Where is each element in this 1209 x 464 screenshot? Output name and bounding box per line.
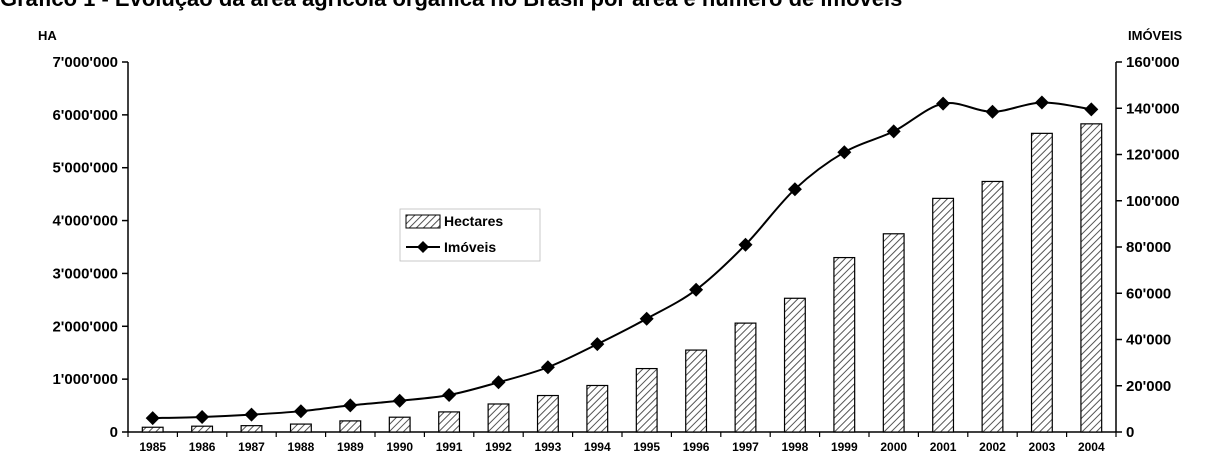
point-imoveis bbox=[244, 407, 259, 422]
bar-hectares bbox=[833, 256, 856, 433]
legend-swatch-hectares bbox=[405, 214, 441, 229]
bar-hectares bbox=[981, 180, 1004, 433]
x-tick-label: 2003 bbox=[1029, 440, 1056, 454]
bar-hectares bbox=[240, 425, 263, 433]
left-axis-ticks: 0 1'000'000 2'000'000 3'000'000 4'000'000 5'0… bbox=[52, 54, 128, 441]
right-tick-label: 120'000 bbox=[1126, 147, 1180, 164]
x-tick-label: 1985 bbox=[139, 440, 166, 454]
right-tick-label: 20'000 bbox=[1126, 378, 1171, 395]
right-tick-label: 0 bbox=[1126, 424, 1134, 441]
x-tick-label: 1993 bbox=[535, 440, 562, 454]
x-tick-label: 1997 bbox=[732, 440, 759, 454]
point-imoveis bbox=[886, 124, 901, 139]
bar-hectares bbox=[635, 367, 658, 433]
x-tick-label: 1990 bbox=[386, 440, 413, 454]
left-tick-label: 3'000'000 bbox=[52, 265, 118, 282]
point-imoveis bbox=[442, 388, 457, 402]
x-tick-label: 1986 bbox=[189, 440, 216, 454]
point-imoveis bbox=[590, 337, 605, 352]
point-imoveis bbox=[738, 237, 753, 252]
left-tick-label: 0 bbox=[110, 424, 118, 441]
right-tick-label: 160'000 bbox=[1126, 54, 1180, 71]
point-imoveis bbox=[837, 145, 852, 160]
x-tick-label: 1988 bbox=[288, 440, 315, 454]
bar-hectares bbox=[339, 420, 362, 433]
bar-hectares bbox=[1080, 123, 1103, 433]
x-tick-label: 1987 bbox=[238, 440, 265, 454]
right-axis-title: IMÓVEIS bbox=[1128, 28, 1183, 43]
left-tick-label: 6'000'000 bbox=[52, 107, 118, 124]
bar-hectares bbox=[734, 322, 757, 433]
bar-hectares bbox=[783, 297, 806, 433]
bar-hectares bbox=[536, 394, 559, 433]
bar-hectares bbox=[438, 411, 461, 433]
x-tick-label: 2002 bbox=[979, 440, 1006, 454]
bar-series-hectares bbox=[141, 123, 1103, 433]
bar-hectares bbox=[388, 416, 411, 433]
bar-hectares bbox=[1030, 132, 1053, 433]
bar-hectares bbox=[882, 233, 905, 433]
point-imoveis bbox=[639, 311, 654, 326]
point-imoveis bbox=[145, 411, 160, 426]
right-tick-label: 100'000 bbox=[1126, 193, 1180, 210]
legend-label-imoveis: Imóveis bbox=[444, 239, 496, 255]
x-tick-label: 1999 bbox=[831, 440, 858, 454]
left-tick-label: 2'000'000 bbox=[52, 318, 118, 335]
x-tick-label: 1998 bbox=[782, 440, 809, 454]
right-tick-label: 40'000 bbox=[1126, 332, 1171, 349]
x-axis-ticks: 1985 1986 1987 1988 1989 1990 1991 1992 1993 1994… bbox=[127, 432, 1117, 454]
right-tick-label: 80'000 bbox=[1126, 239, 1171, 256]
left-tick-label: 4'000'000 bbox=[52, 213, 118, 230]
bar-hectares bbox=[932, 197, 955, 433]
line-series-imoveis bbox=[145, 95, 1099, 426]
x-tick-label: 1992 bbox=[485, 440, 512, 454]
point-imoveis bbox=[1034, 95, 1049, 110]
point-imoveis bbox=[689, 282, 704, 297]
bar-hectares bbox=[685, 349, 708, 433]
chart-title: Gráfico 1 - Evolução da área agrícola or… bbox=[0, 0, 902, 11]
left-tick-label: 1'000'000 bbox=[52, 371, 118, 388]
point-imoveis bbox=[293, 404, 308, 419]
left-axis-title: HA bbox=[38, 28, 57, 43]
point-imoveis bbox=[343, 398, 358, 413]
right-axis-ticks: 0 20'000 40'000 60'000 80'000 100'000 120'000 1… bbox=[1116, 54, 1180, 441]
bar-hectares bbox=[141, 426, 164, 433]
x-tick-label: 1995 bbox=[633, 440, 660, 454]
point-imoveis bbox=[936, 96, 951, 111]
left-tick-label: 5'000'000 bbox=[52, 160, 118, 177]
point-imoveis bbox=[392, 393, 407, 408]
x-tick-label: 2000 bbox=[880, 440, 907, 454]
x-tick-label: 1989 bbox=[337, 440, 364, 454]
bar-hectares bbox=[191, 425, 214, 433]
point-imoveis bbox=[787, 182, 802, 197]
x-tick-label: 1994 bbox=[584, 440, 611, 454]
axes-group bbox=[127, 62, 1117, 433]
point-imoveis bbox=[985, 104, 1000, 119]
bar-hectares bbox=[289, 423, 312, 433]
point-imoveis bbox=[540, 360, 555, 375]
point-imoveis bbox=[195, 409, 210, 424]
x-tick-label: 1991 bbox=[436, 440, 463, 454]
bar-hectares bbox=[586, 384, 609, 433]
x-tick-label: 1996 bbox=[683, 440, 710, 454]
legend: Hectares Imóveis bbox=[399, 208, 541, 262]
legend-marker-imoveis bbox=[417, 241, 429, 253]
right-tick-label: 60'000 bbox=[1126, 285, 1171, 302]
x-tick-label: 2001 bbox=[930, 440, 957, 454]
right-tick-label: 140'000 bbox=[1126, 100, 1180, 117]
point-imoveis bbox=[491, 375, 506, 390]
x-tick-label: 2004 bbox=[1078, 440, 1105, 454]
legend-label-hectares: Hectares bbox=[444, 213, 503, 229]
left-tick-label: 7'000'000 bbox=[52, 54, 118, 71]
bar-hectares bbox=[487, 403, 510, 433]
point-imoveis bbox=[1084, 102, 1099, 117]
